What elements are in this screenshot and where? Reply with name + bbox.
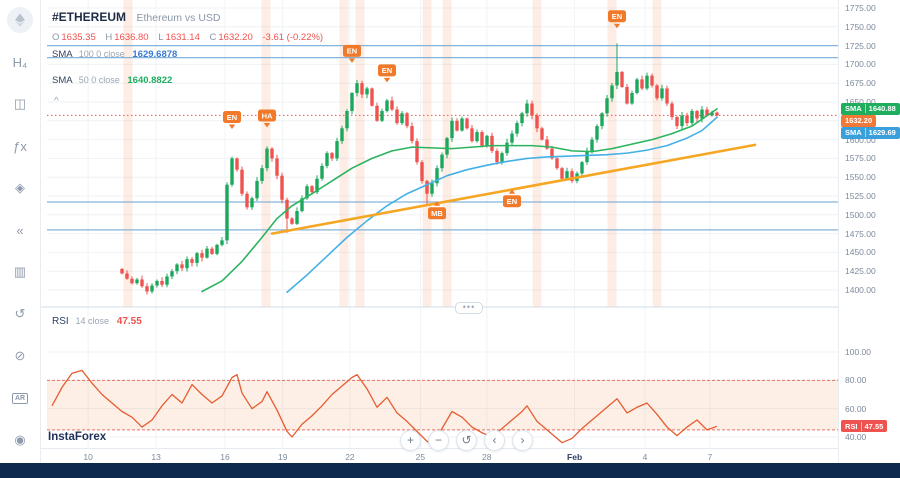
price-chart-svg: EN HA EN EN MB EN EN <box>40 0 838 448</box>
timeframe-icon[interactable]: H₄ <box>12 54 28 70</box>
templates-icon[interactable]: « <box>16 222 24 238</box>
sma100-params: 100 0 close <box>78 49 125 59</box>
scroll-left-button[interactable]: ‹ <box>484 430 505 451</box>
reset-view-button[interactable]: ↺ <box>456 430 477 451</box>
price-axis-label: 1400.00 <box>845 285 876 295</box>
time-tick-feb: Feb <box>567 452 583 462</box>
sma100-value: 1629.6878 <box>132 49 178 60</box>
ar-icon[interactable]: AR <box>0 377 40 419</box>
sma50-value: 1640.8822 <box>127 75 173 86</box>
price-axis-label: 1775.00 <box>845 3 876 13</box>
signal-marker-en[interactable]: EN <box>503 189 521 208</box>
sma100-line <box>286 116 718 294</box>
signal-marker-ha[interactable]: HA <box>258 109 276 128</box>
chart-type-icon[interactable]: ◫ <box>13 96 27 111</box>
sma100-name: SMA <box>52 49 73 60</box>
eraser-icon[interactable]: ⊘ <box>14 348 26 363</box>
time-tick-22: 22 <box>345 452 355 462</box>
svg-text:EN: EN <box>227 113 237 122</box>
scroll-right-button[interactable]: › <box>512 430 533 451</box>
rsi-band <box>47 379 838 431</box>
price-axis-label: 1500.00 <box>845 209 876 220</box>
time-tick-28: 28 <box>482 452 492 462</box>
price-axis-label: 1575.00 <box>845 153 876 164</box>
last-price-tag: 1632.20 <box>841 114 877 127</box>
price-axis-label: 1650.00 <box>845 97 876 107</box>
signal-marker-en[interactable]: EN <box>343 44 361 63</box>
trendline[interactable] <box>270 143 757 235</box>
time-tick-16: 16 <box>220 452 230 462</box>
price-axis[interactable]: 1775.00 1750.00 1725.00 1700.00 1675.00 1650.… <box>838 0 900 463</box>
price-axis-label: 1700.00 <box>845 59 876 70</box>
price-axis-label: 1425.00 <box>845 266 876 277</box>
rsi-axis-label: 60.00 <box>845 403 867 414</box>
rsi-params: 14 close <box>75 316 109 326</box>
rsi-line <box>51 369 718 445</box>
time-tick-4: 4 <box>642 452 648 462</box>
price-axis-label: 1750.00 <box>845 21 876 32</box>
chart-nav-controls: + − ↺ ‹ › <box>400 430 533 451</box>
svg-text:EN: EN <box>612 12 622 21</box>
rsi-value-tag: RSI 47.55 <box>841 420 888 433</box>
time-tick-25: 25 <box>415 452 426 462</box>
rsi-name: RSI <box>52 316 69 327</box>
indicators-icon[interactable]: ƒx <box>13 138 27 154</box>
signal-marker-mb[interactable]: MB <box>428 201 446 220</box>
sma-tag: SMA 1640.88 <box>841 102 900 115</box>
sma50-line <box>201 108 718 293</box>
time-tick-13: 13 <box>151 452 161 462</box>
rsi-axis-label: 40.00 <box>845 432 867 442</box>
time-tick-10: 10 <box>83 452 93 462</box>
svg-text:HA: HA <box>262 111 273 120</box>
svg-text:EN: EN <box>347 47 357 56</box>
signal-marker-en[interactable]: EN <box>608 10 626 29</box>
zoom-out-button[interactable]: − <box>428 430 449 451</box>
sma-tag: SMA 1629.69 <box>841 126 900 139</box>
price-axis-label: 1475.00 <box>845 228 876 239</box>
rsi-axis-label: 100.00 <box>845 347 871 357</box>
drawing-toolbar: H₄ ◫ ƒx ◈ « ▥ ↺ ⊘ AR ◉ <box>0 0 41 463</box>
ethereum-logo <box>7 7 33 33</box>
time-tick-19: 19 <box>277 452 288 462</box>
svg-text:EN: EN <box>382 66 392 75</box>
zoom-in-button[interactable]: + <box>400 430 421 451</box>
rsi-legend[interactable]: RSI 14 close 47.55 <box>52 316 142 327</box>
signal-marker-en[interactable]: EN <box>378 64 396 83</box>
svg-text:EN: EN <box>507 197 517 206</box>
objects-icon[interactable]: ◈ <box>15 180 25 195</box>
svg-text:MB: MB <box>431 209 443 218</box>
rsi-value: 47.55 <box>116 316 142 327</box>
pane-resize-handle[interactable]: ••• <box>455 302 483 314</box>
collapse-indicators-button[interactable]: ^ <box>54 96 59 107</box>
price-axis-label: 1600.00 <box>845 134 876 145</box>
signal-marker-en[interactable]: EN <box>223 111 241 130</box>
time-tick-7: 7 <box>707 452 713 462</box>
camera-icon[interactable]: ◉ <box>14 432 26 447</box>
price-axis-label: 1725.00 <box>845 40 876 51</box>
refresh-icon[interactable]: ↺ <box>14 306 26 321</box>
price-axis-label: 1450.00 <box>845 247 876 258</box>
sma100-legend[interactable]: SMA 100 0 close 1629.6878 <box>52 49 330 60</box>
rsi-axis-label: 80.00 <box>845 375 867 386</box>
instaforex-watermark: InstaForex <box>48 431 107 443</box>
price-axis-label: 1675.00 <box>845 78 876 89</box>
price-axis-label: 1550.00 <box>845 172 876 183</box>
sma50-legend[interactable]: SMA 50 0 close 1640.8822 <box>52 75 330 86</box>
price-axis-label: 1525.00 <box>845 191 876 201</box>
bottom-frame-bar <box>0 463 900 478</box>
sma50-params: 50 0 close <box>78 75 120 85</box>
volume-icon[interactable]: ▥ <box>13 264 27 279</box>
sma50-name: SMA <box>52 75 73 86</box>
